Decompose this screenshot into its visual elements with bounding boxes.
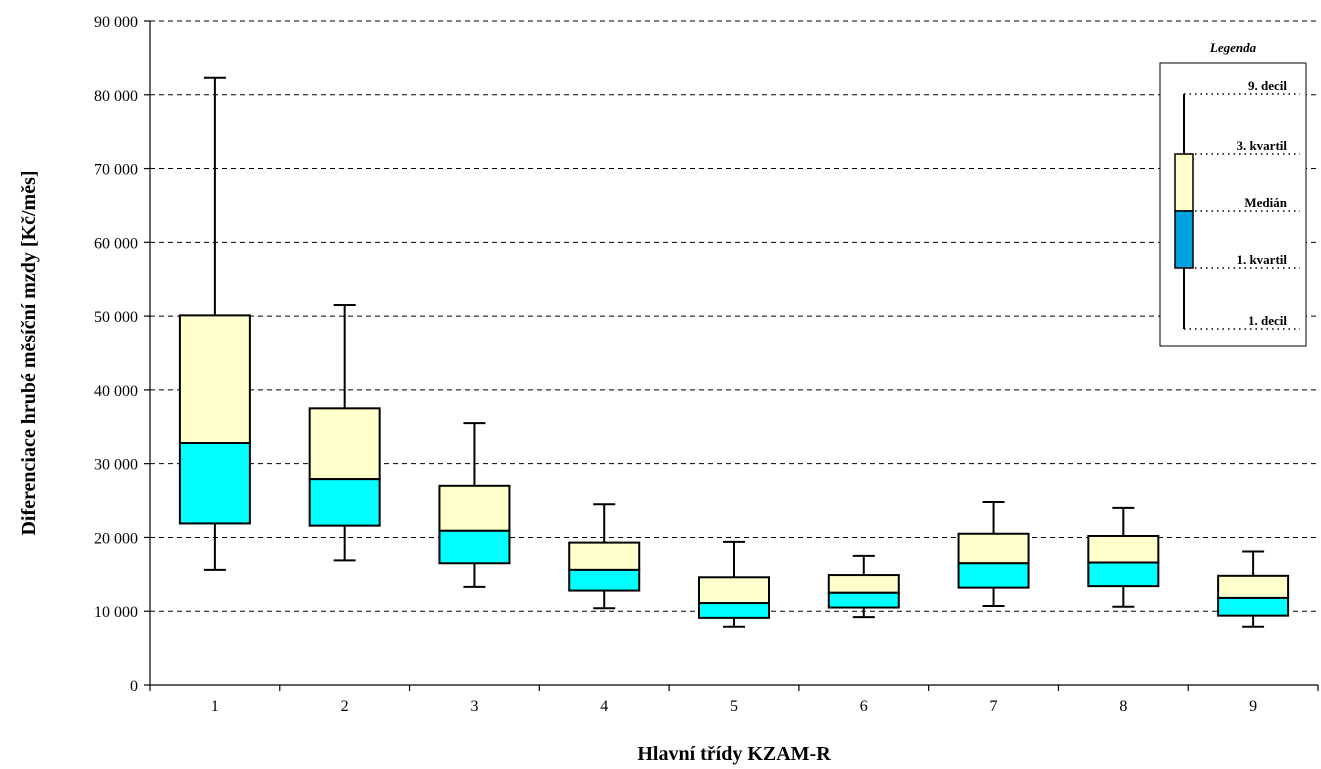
box-lower [827,591,900,609]
axes [149,21,1318,686]
box-4 [568,503,641,610]
box-upper [438,484,511,532]
y-axis-title: Diferenciace hrubé měsíční mzdy [Kč/měs] [18,170,40,535]
legend-item-label: Medián [1244,195,1287,210]
y-tick-label: 30 000 [94,457,138,474]
box-upper [178,314,251,445]
box-upper [308,407,381,481]
legend-box-lower [1174,210,1194,269]
x-tick-label: 8 [1119,698,1127,715]
legend-title: Legenda [1209,40,1257,55]
x-tick-label: 9 [1249,698,1257,715]
box-8 [1087,506,1160,608]
box-upper [698,576,770,605]
y-tick-label: 90 000 [94,14,138,31]
x-ticks: 1 2 3 4 5 6 7 8 9 [149,685,1319,715]
y-tick-label: 70 000 [94,162,138,179]
legend-box-upper [1174,153,1194,212]
y-tick-label: 0 [130,678,138,695]
x-axis-title: Hlavní třídy KZAM-R [637,743,831,765]
y-tick-label: 20 000 [94,530,138,547]
box-9 [1217,550,1290,628]
box-7 [957,501,1030,608]
box-lower [178,442,251,525]
y-tick-label: 50 000 [94,309,138,326]
boxes [178,76,1290,628]
box-lower [1217,596,1290,617]
x-tick-label: 2 [341,698,349,715]
box-upper [1087,534,1160,564]
y-ticks: 0 10 000 20 000 30 000 40 000 50 000 60 000 70 … [94,14,150,695]
x-tick-label: 5 [730,698,738,715]
y-tick-label: 40 000 [94,383,138,400]
box-2 [308,304,381,562]
x-tick-label: 3 [470,698,478,715]
box-upper [957,532,1030,565]
x-tick-label: 4 [600,698,608,715]
y-tick-label: 80 000 [94,88,138,105]
box-6 [827,554,900,619]
box-lower [568,568,641,592]
box-upper [1217,574,1290,599]
box-5 [698,540,770,628]
legend-item-label: 1. kvartil [1236,252,1287,267]
box-upper [827,574,900,594]
box-3 [438,422,511,588]
y-tick-label: 60 000 [94,235,138,252]
x-tick-label: 7 [990,698,998,715]
box-1 [178,76,251,571]
box-lower [438,529,511,565]
legend-item-label: 1. decil [1248,313,1287,328]
box-lower [308,478,381,527]
box-lower [698,602,770,619]
legend: Legenda 9. decil 3. kvartil Medián 1. kvart… [1159,40,1307,347]
y-tick-label: 10 000 [94,604,138,621]
legend-item-label: 9. decil [1248,78,1287,93]
box-lower [1087,561,1160,588]
legend-content: 9. decil 3. kvartil Medián 1. kvartil 1. dec… [1174,78,1300,330]
x-tick-label: 6 [860,698,868,715]
box-lower [957,562,1030,589]
box-upper [568,541,641,571]
legend-item-label: 3. kvartil [1236,138,1287,153]
x-tick-label: 1 [211,698,219,715]
